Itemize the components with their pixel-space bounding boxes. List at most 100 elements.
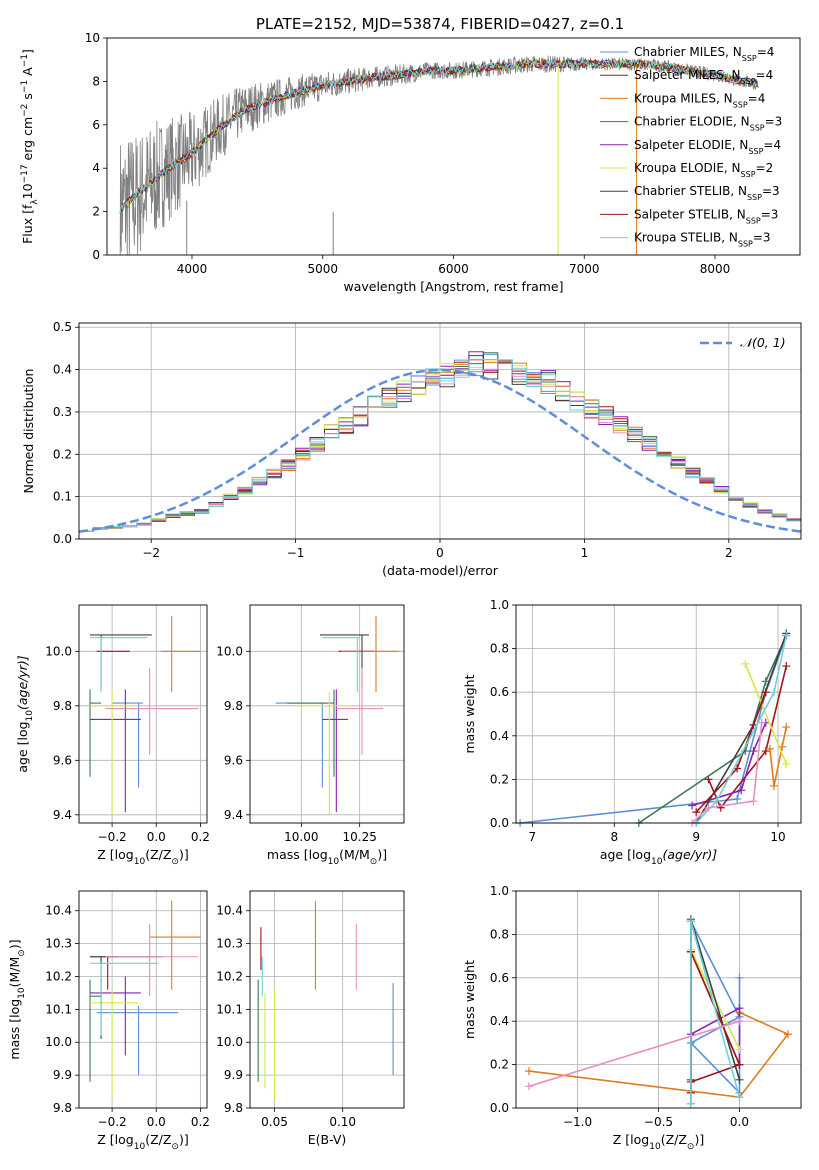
data-point-marker bbox=[784, 1030, 793, 1039]
y-tick-label: 9.6 bbox=[53, 753, 72, 767]
x-tick-label: 0.05 bbox=[261, 1115, 288, 1129]
y-tick-label: 0.2 bbox=[490, 1058, 509, 1072]
y-axis-label: mass [log10(M/M⊙)] bbox=[7, 939, 27, 1059]
axes-frame bbox=[78, 890, 208, 1109]
data-point-marker bbox=[686, 917, 695, 926]
x-axis-label: Z [log10(Z/Z⊙)] bbox=[613, 1132, 704, 1152]
y-tick-label: 9.4 bbox=[224, 808, 243, 822]
data-point-marker bbox=[686, 1099, 695, 1108]
data-point-marker bbox=[688, 801, 697, 810]
y-tick-label: 0.0 bbox=[53, 532, 72, 546]
histogram-step bbox=[79, 355, 801, 532]
x-tick-label: 7 bbox=[529, 830, 537, 844]
x-tick-label: 9 bbox=[692, 830, 700, 844]
data-point-marker bbox=[782, 760, 791, 769]
axes-frame bbox=[249, 890, 405, 1109]
mass-weight-line bbox=[744, 663, 788, 765]
legend-label: 𝒩(0, 1) bbox=[740, 335, 786, 350]
y-tick-label: 10.4 bbox=[216, 904, 243, 918]
y-tick-label: 0.2 bbox=[53, 447, 72, 461]
data-point-marker bbox=[769, 781, 778, 790]
y-tick-label: 9.8 bbox=[224, 699, 243, 713]
y-axis-label: Normed distribution bbox=[21, 369, 36, 494]
x-tick-label: −1.0 bbox=[563, 1115, 592, 1129]
data-point-marker bbox=[782, 662, 791, 671]
data-point-marker bbox=[735, 1004, 744, 1013]
mass-weight-line bbox=[691, 722, 763, 824]
y-tick-label: 10.4 bbox=[45, 904, 72, 918]
histogram-step bbox=[79, 352, 801, 532]
x-axis-label: mass [log10(M/M⊙)] bbox=[267, 847, 387, 867]
y-tick-label: 10.3 bbox=[216, 937, 243, 951]
y-axis-label: mass weight bbox=[462, 674, 477, 753]
data-point-marker bbox=[733, 795, 742, 804]
y-tick-label: 10.0 bbox=[216, 644, 243, 658]
data-point-marker bbox=[735, 1075, 744, 1084]
x-tick-label: 2 bbox=[725, 546, 733, 560]
x-axis-label: (data-model)/error bbox=[382, 563, 499, 578]
panel-7: 0.05 0.10 9.8 9.9 10.0 10.1 10.2 10.3 10.4 E(B-V) bbox=[216, 890, 405, 1147]
legend-label: Salpeter STELIB, NSSP=3 bbox=[634, 207, 778, 225]
panel-3: −0.2 0.0 0.2 9.4 9.6 9.8 10.0 Z [log10(Z/Z⊙)] ag… bbox=[15, 604, 210, 867]
data-point-marker bbox=[765, 744, 774, 753]
panel-1: 4000 5000 6000 7000 8000 0 2 4 6 8 10 wavelength [A… bbox=[20, 31, 801, 294]
data-point-marker bbox=[735, 1060, 744, 1069]
y-tick-label: 0.6 bbox=[490, 685, 509, 699]
data-point-marker bbox=[749, 747, 758, 756]
data-point-marker bbox=[741, 659, 750, 668]
x-axis-label: age [log10(age/yr)] bbox=[600, 847, 717, 867]
y-tick-label: 9.9 bbox=[224, 1068, 243, 1082]
x-tick-label: 10.00 bbox=[284, 830, 318, 844]
axes-frame bbox=[249, 604, 405, 824]
x-axis-label: Z [log10(Z/Z⊙)] bbox=[97, 1132, 188, 1152]
histogram-plot bbox=[79, 351, 801, 533]
y-tick-label: 0.4 bbox=[490, 729, 509, 743]
y-axis-label: age [log10(age/yr)] bbox=[15, 655, 35, 772]
y-tick-label: 9.8 bbox=[53, 1101, 72, 1115]
y-tick-label: 0.3 bbox=[53, 405, 72, 419]
axes-frame bbox=[515, 890, 802, 1109]
y-axis-label: Flux [fλ10−17 erg cm−2 s−1 A−1] bbox=[20, 49, 40, 244]
x-tick-label: 7000 bbox=[569, 262, 600, 276]
y-tick-label: 10.1 bbox=[216, 1002, 243, 1016]
mass-weight-line bbox=[695, 633, 788, 824]
histogram-step bbox=[79, 359, 801, 532]
y-tick-label: 0.0 bbox=[490, 816, 509, 830]
x-tick-label: −0.5 bbox=[644, 1115, 673, 1129]
y-tick-label: 9.8 bbox=[224, 1101, 243, 1115]
y-tick-label: 9.9 bbox=[53, 1068, 72, 1082]
y-tick-label: 1.0 bbox=[490, 884, 509, 898]
mass-weight-line bbox=[695, 635, 788, 824]
legend-label: Chabrier MILES, NSSP=4 bbox=[634, 45, 774, 63]
x-axis-label: wavelength [Angstrom, rest frame] bbox=[343, 279, 563, 294]
y-tick-label: 6 bbox=[92, 118, 100, 132]
y-tick-label: 10 bbox=[85, 31, 100, 45]
data-point-marker bbox=[769, 688, 778, 697]
data-point-marker bbox=[782, 723, 791, 732]
legend-label: Kroupa STELIB, NSSP=3 bbox=[634, 231, 771, 249]
y-tick-label: 1.0 bbox=[490, 598, 509, 612]
panel-2: −2 −1 0 1 2 0.0 0.1 0.2 0.3 0.4 0.5 (data-model)/er… bbox=[21, 320, 802, 578]
x-tick-label: 5000 bbox=[307, 262, 338, 276]
mass-weight-line bbox=[528, 1011, 790, 1099]
x-tick-label: 0.2 bbox=[191, 1115, 210, 1129]
y-tick-label: 10.0 bbox=[45, 1035, 72, 1049]
x-tick-label: 10 bbox=[770, 830, 785, 844]
x-axis-label: E(B-V) bbox=[308, 1132, 347, 1147]
y-tick-label: 0.0 bbox=[490, 1101, 509, 1115]
y-axis-label: mass weight bbox=[462, 960, 477, 1039]
y-tick-label: 9.4 bbox=[53, 808, 72, 822]
data-point-marker bbox=[782, 631, 791, 640]
x-tick-label: 0.0 bbox=[147, 1115, 166, 1129]
y-tick-label: 10.2 bbox=[45, 969, 72, 983]
legend-label: Kroupa ELODIE, NSSP=2 bbox=[634, 161, 773, 179]
y-tick-label: 0.6 bbox=[490, 971, 509, 985]
y-tick-label: 9.8 bbox=[53, 699, 72, 713]
x-tick-label: −1 bbox=[287, 546, 305, 560]
data-point-marker bbox=[735, 1017, 744, 1026]
axes-frame bbox=[106, 37, 801, 256]
y-tick-label: 10.3 bbox=[45, 937, 72, 951]
y-tick-label: 10.0 bbox=[216, 1035, 243, 1049]
x-tick-label: 0.10 bbox=[329, 1115, 356, 1129]
data-point-marker bbox=[712, 797, 721, 806]
